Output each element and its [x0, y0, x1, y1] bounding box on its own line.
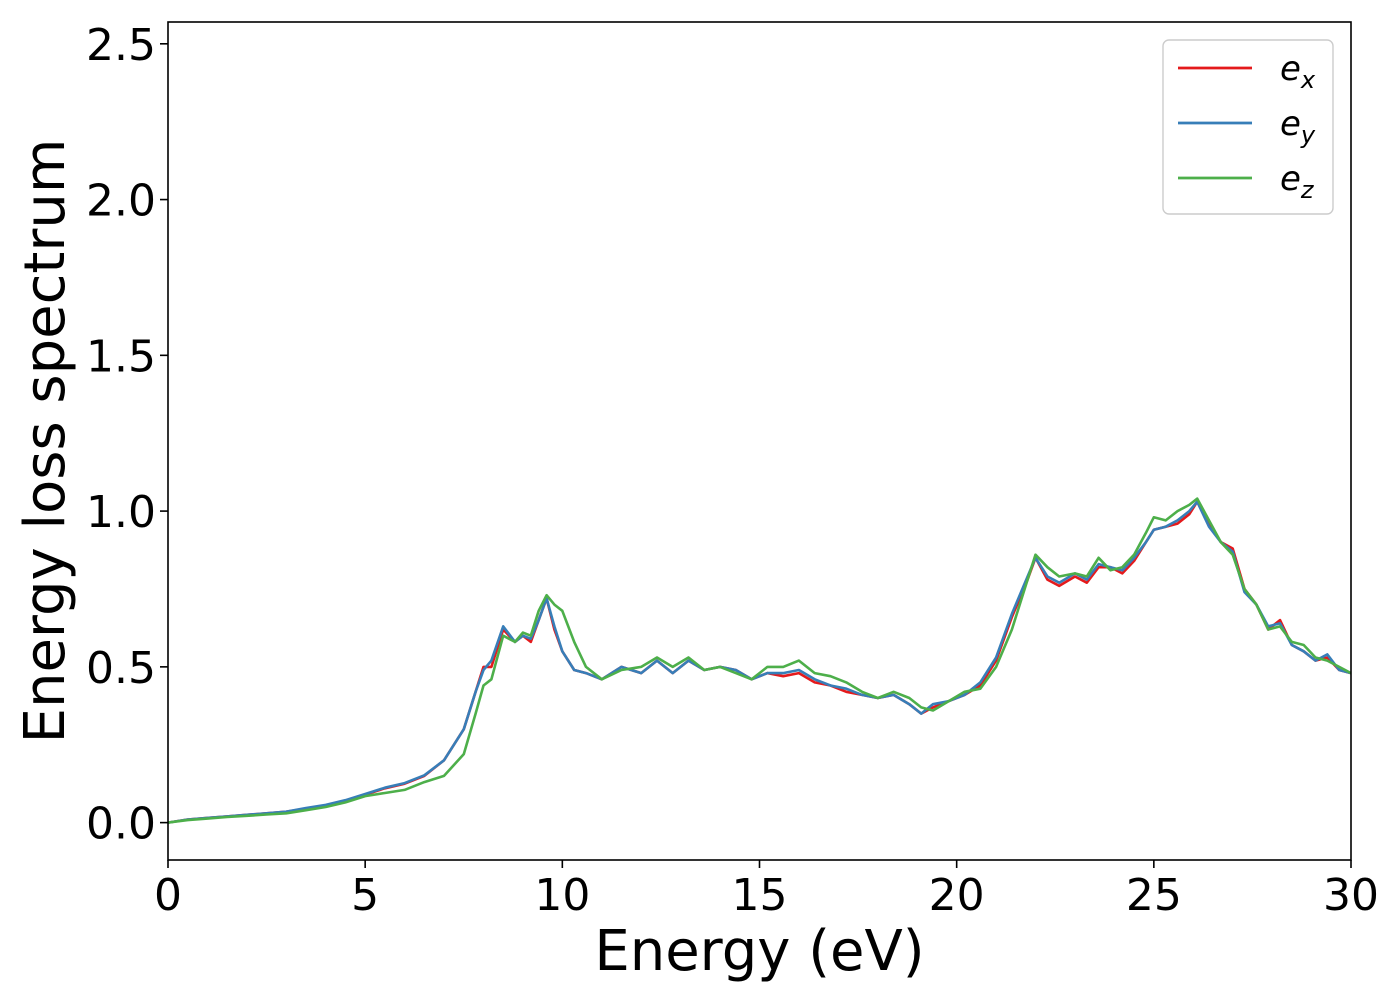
legend-label-subscript: z [1300, 176, 1315, 204]
series-line-z [167, 497, 1352, 824]
legend-label-base: e [1280, 104, 1301, 144]
x-tick-label: 30 [1323, 870, 1379, 921]
x-tick-label: 5 [351, 870, 379, 921]
y-axis-label: Energy loss spectrum [13, 139, 78, 744]
x-tick-label: 10 [534, 870, 590, 921]
series-group [167, 497, 1352, 824]
y-axis-ticks: 0.0 0.5 1.0 1.5 2.0 2.5 [86, 20, 168, 850]
legend-label-subscript: x [1300, 66, 1316, 94]
x-tick-label: 25 [1126, 870, 1182, 921]
y-tick-label: 1.0 [86, 487, 156, 538]
legend-label-y: ey [1280, 104, 1316, 149]
y-tick-label: 1.5 [86, 331, 156, 382]
x-axis-label: Energy (eV) [594, 919, 924, 984]
legend-label-subscript: y [1300, 121, 1316, 149]
y-tick-label: 2.0 [86, 176, 156, 227]
legend-label-base: e [1280, 49, 1301, 89]
x-tick-label: 20 [929, 870, 985, 921]
legend-label-x: ex [1280, 49, 1316, 94]
series-line-y [167, 500, 1352, 824]
x-tick-label: 0 [154, 870, 182, 921]
legend-label-base: e [1280, 159, 1301, 199]
legend-box [1162, 39, 1334, 215]
y-tick-label: 2.5 [86, 20, 156, 71]
y-tick-label: 0.0 [86, 799, 156, 850]
y-tick-label: 0.5 [86, 643, 156, 694]
x-tick-label: 15 [732, 870, 788, 921]
x-axis-ticks: 0 5 10 15 20 25 30 [154, 860, 1379, 921]
legend-label-z: ez [1280, 159, 1315, 204]
